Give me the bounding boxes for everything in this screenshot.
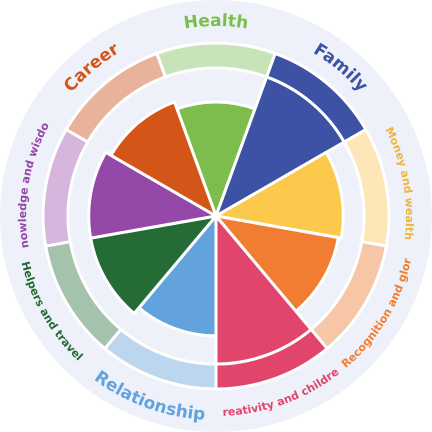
segment-career — [64, 51, 218, 218]
segment-wedge-health — [175, 100, 257, 218]
segment-wedge-career — [109, 100, 218, 218]
segment-label-health: Health — [183, 11, 250, 33]
segment-band-career — [64, 51, 167, 144]
segment-relationship — [103, 214, 218, 391]
segment-health — [155, 41, 277, 218]
segment-wedge-recognition — [214, 214, 340, 313]
segment-wedge-money — [214, 150, 345, 240]
segment-wedge-knowledge — [87, 150, 218, 240]
segment-creativity — [214, 214, 329, 391]
wheel-segments — [41, 41, 391, 391]
segment-wedge-helpers — [89, 214, 218, 315]
segment-wedge-family — [214, 75, 346, 218]
segment-money — [214, 128, 391, 248]
segment-wedge-creativity — [214, 214, 313, 366]
segment-family — [214, 51, 368, 218]
segment-knowledge — [41, 128, 218, 248]
segment-wedge-relationship — [137, 214, 218, 338]
segment-label-text-health: Health — [183, 11, 250, 33]
